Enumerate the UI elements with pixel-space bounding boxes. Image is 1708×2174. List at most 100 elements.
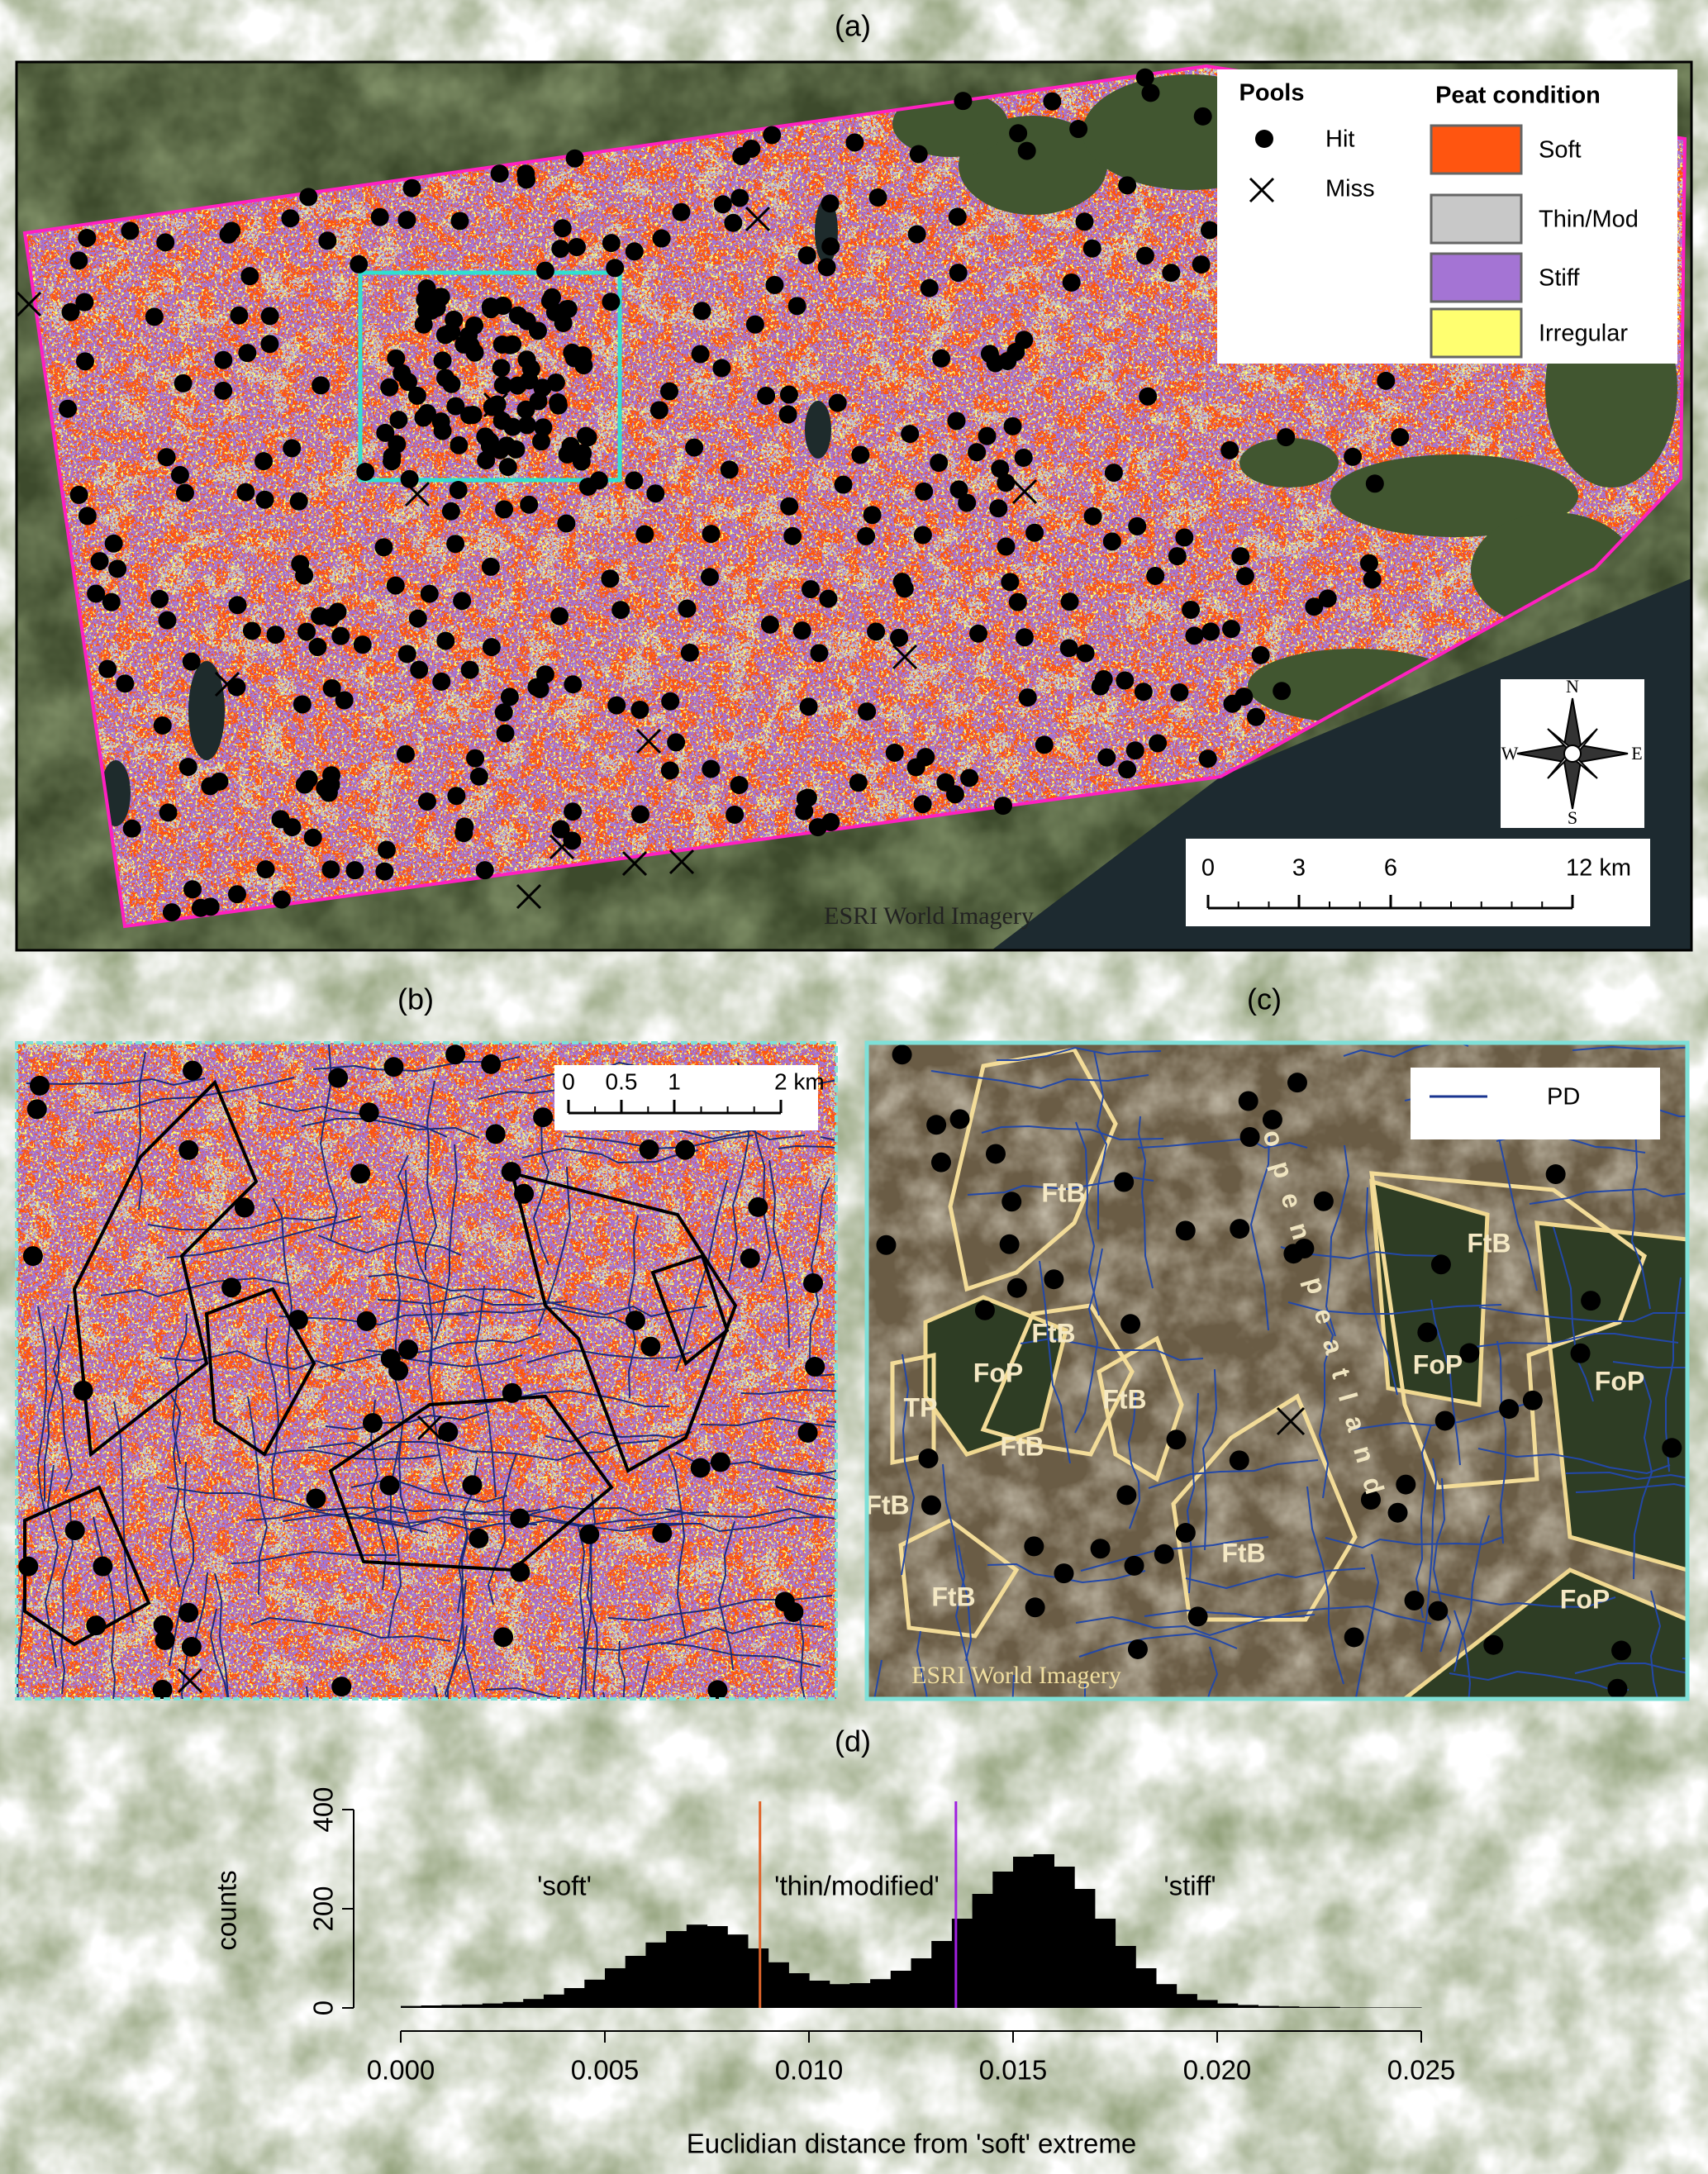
pool-hit (496, 724, 515, 743)
drain-line (1249, 1133, 1270, 1331)
pool-miss (635, 728, 662, 754)
drain-line (1354, 1553, 1380, 1699)
pool-hit (535, 665, 554, 684)
pool-hit (122, 819, 141, 838)
pool-hit (652, 229, 671, 248)
pool-hit (678, 599, 697, 618)
parcel-label: FoP (1595, 1366, 1644, 1396)
pool-hit (660, 761, 679, 780)
pool-hit (350, 255, 369, 274)
pool-hit (1091, 677, 1110, 696)
pool-hit (228, 596, 247, 615)
drain-line (209, 1608, 229, 1699)
legend-miss-symbol (1249, 177, 1275, 203)
pool-hit (502, 1382, 522, 1403)
pool-hit (1146, 566, 1165, 585)
parcel-label: FtB (931, 1582, 975, 1611)
pool-hit (1168, 547, 1187, 566)
drain-line (538, 1166, 572, 1327)
drain-line (1325, 1144, 1350, 1337)
drain-line (247, 1396, 269, 1596)
pool-hit (915, 482, 934, 501)
pool-hit (503, 335, 522, 354)
pool-hit (303, 828, 322, 847)
drain-line (1084, 1684, 1086, 1699)
pool-hit (469, 767, 488, 786)
drain-line (740, 1388, 836, 1396)
pool-hit (551, 240, 570, 259)
drain-line (1206, 1646, 1219, 1699)
drain-line (1075, 1615, 1235, 1637)
pool-hit (1076, 644, 1095, 663)
pool-hit (98, 659, 117, 678)
pool-hit (913, 795, 932, 814)
pool-hit (692, 302, 711, 321)
pool-hit (388, 1360, 409, 1381)
pool-hit (236, 483, 255, 502)
pool-hit (492, 359, 511, 378)
pool-hit (1545, 1164, 1566, 1185)
bar (707, 1926, 728, 2008)
pool-hit (145, 307, 164, 326)
y-tick-label: 0 (308, 2000, 339, 2015)
pool-hit (527, 678, 546, 697)
pool-hit (445, 310, 464, 329)
panel-label: (a) (835, 9, 871, 43)
pool-hit (819, 589, 838, 608)
pool-hit (1231, 547, 1250, 566)
bar (1074, 1889, 1096, 2008)
forest-plantation (1534, 1220, 1687, 1572)
pool-hit (322, 678, 341, 697)
drain-line (617, 1640, 626, 1699)
pool-hit (289, 492, 308, 511)
bar (747, 1948, 769, 2008)
drain-line (1574, 1663, 1687, 1674)
pool-hit (175, 483, 194, 502)
pool-hit (387, 349, 406, 368)
pool-hit (1377, 371, 1396, 390)
pool-hit (516, 400, 535, 419)
pool-hit (312, 376, 331, 395)
pool-hit (732, 146, 751, 165)
pool-hit (531, 432, 550, 451)
pool-hit (578, 428, 597, 447)
pool-hit (306, 1488, 326, 1509)
drain-line (395, 1298, 412, 1534)
pool-hit (885, 743, 904, 762)
pool-hit (685, 438, 704, 457)
pool-hit (997, 473, 1016, 492)
pool-hit (1247, 707, 1266, 726)
scale-label: 0 (1201, 855, 1215, 882)
land-parcel (23, 1485, 151, 1647)
pool-hit (517, 350, 536, 369)
pool-hit (432, 672, 451, 691)
pool-hit (960, 768, 979, 787)
pool-hit (913, 526, 932, 545)
bar (1135, 1968, 1157, 2008)
pool-hit (462, 1475, 483, 1496)
pool-hit (328, 602, 347, 621)
pool-hit (1035, 735, 1054, 754)
pool-hit (64, 1520, 85, 1541)
pool-hit (691, 345, 710, 364)
pool-hit (1193, 107, 1212, 126)
land-parcel (72, 1079, 259, 1458)
drain-line (1649, 1590, 1662, 1699)
parcel-label: FoP (973, 1358, 1023, 1387)
bar (502, 2001, 524, 2008)
drain-line (511, 1505, 683, 1525)
pool-hit (1499, 1399, 1520, 1420)
pool-hit (380, 378, 399, 397)
pool-hit (797, 1422, 818, 1443)
pool-hit (283, 818, 302, 837)
pool-hit (921, 1495, 941, 1515)
pool-hit (493, 1627, 514, 1648)
pool-hit (1017, 141, 1036, 160)
pool-hit (1104, 464, 1123, 483)
pool-hit (1220, 440, 1239, 459)
pool-hit (1187, 1606, 1208, 1627)
pool-miss (745, 206, 771, 232)
pool-hit (1125, 741, 1144, 760)
pool-hit (435, 326, 454, 345)
pool-hit (1062, 273, 1081, 292)
